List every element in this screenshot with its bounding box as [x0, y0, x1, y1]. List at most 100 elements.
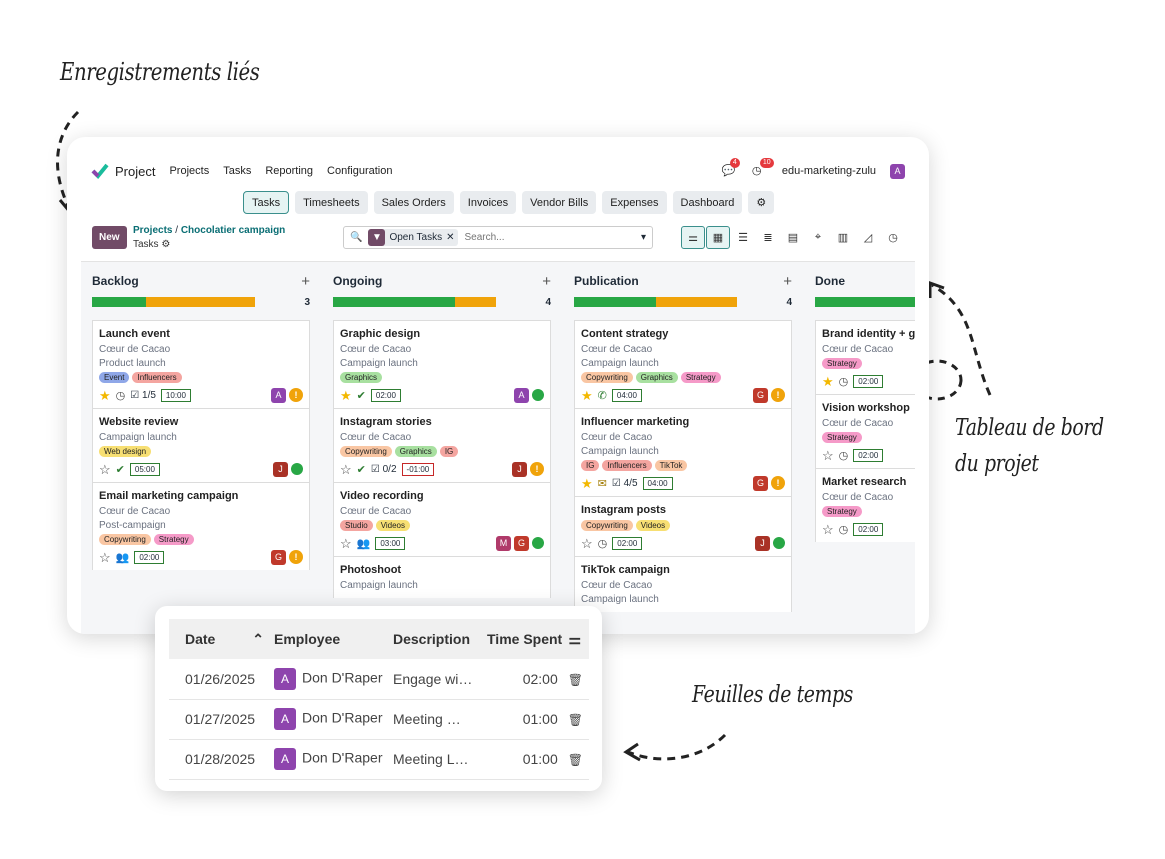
status-done-icon[interactable]: [291, 463, 303, 475]
mail-icon[interactable]: ✉: [597, 477, 607, 490]
clock-icon[interactable]: ◷: [838, 375, 849, 388]
task-card[interactable]: Brand identity + g Cœur de Cacao Strategy ★…: [815, 320, 915, 394]
task-card[interactable]: Influencer marketing Cœur de Cacao Campaig…: [574, 408, 792, 496]
assignee-avatar[interactable]: J: [755, 535, 770, 551]
status-warning-icon[interactable]: !: [289, 388, 303, 402]
task-card[interactable]: Graphic design Cœur de Cacao Campaign laun…: [333, 320, 551, 408]
view-graph-button[interactable]: ◿: [863, 232, 873, 244]
user-avatar[interactable]: A: [890, 163, 905, 179]
progress-bar[interactable]: [92, 297, 255, 307]
task-card[interactable]: Vision workshop Cœur de Cacao Strategy ☆ ◷ 02…: [815, 394, 915, 468]
col-date[interactable]: Date ⌃: [169, 619, 272, 659]
task-card[interactable]: Email marketing campaign Cœur de Cacao Pos…: [92, 482, 310, 570]
star-icon[interactable]: ★: [99, 387, 111, 403]
chevron-down-icon[interactable]: ▾: [640, 232, 646, 243]
menu-reporting[interactable]: Reporting: [265, 165, 314, 177]
task-card[interactable]: Instagram posts Copywriting Videos ☆ ◷ 02:00 J: [574, 496, 792, 556]
task-card[interactable]: TikTok campaign Cœur de Cacao Campaign lau…: [574, 556, 792, 612]
col-time-spent[interactable]: Time Spent ⚌: [483, 619, 589, 659]
star-icon[interactable]: ☆: [822, 447, 834, 463]
filter-facet[interactable]: ▼ Open Tasks ✕: [368, 229, 459, 246]
assignee-avatar[interactable]: J: [273, 461, 288, 477]
star-icon[interactable]: ★: [340, 387, 352, 403]
status-done-icon[interactable]: [773, 537, 785, 549]
status-warning-icon[interactable]: !: [771, 476, 785, 490]
close-icon[interactable]: ✕: [446, 232, 455, 243]
view-activity-button[interactable]: ◷: [888, 232, 898, 244]
company-switcher[interactable]: edu-marketing-zulu: [781, 165, 876, 177]
assignee-avatar[interactable]: A: [514, 387, 529, 403]
task-card[interactable]: Market research Cœur de Cacao Strategy ☆ ◷ 02…: [815, 468, 915, 542]
group-icon[interactable]: 👥: [356, 537, 371, 550]
view-map-button[interactable]: ⌖: [814, 231, 822, 243]
tab-expenses[interactable]: Expenses: [602, 191, 667, 214]
activity-button[interactable]: ◷ 10: [752, 158, 774, 178]
status-warning-icon[interactable]: !: [771, 388, 785, 402]
tab-settings[interactable]: ⚙: [748, 191, 775, 214]
gear-icon[interactable]: ⚙: [161, 239, 171, 250]
assignee-avatar[interactable]: M: [496, 535, 511, 551]
search-input[interactable]: [464, 232, 635, 243]
col-employee[interactable]: Employee: [272, 619, 389, 659]
menu-configuration[interactable]: Configuration: [327, 165, 393, 177]
view-pivot-button[interactable]: ▥: [837, 232, 849, 244]
progress-bar[interactable]: [815, 297, 915, 307]
assignee-avatar[interactable]: J: [512, 461, 527, 477]
task-card[interactable]: Website review Campaign launch Web design ☆…: [92, 408, 310, 482]
tab-invoices[interactable]: Invoices: [459, 191, 517, 214]
group-icon[interactable]: 👥: [115, 551, 130, 564]
star-icon[interactable]: ☆: [340, 461, 352, 477]
col-description[interactable]: Description: [389, 619, 483, 659]
employee-avatar[interactable]: A: [274, 748, 296, 770]
trash-icon[interactable]: 🗑: [567, 713, 583, 727]
status-warning-icon[interactable]: !: [530, 462, 544, 476]
chat-button[interactable]: 💬 4: [722, 158, 740, 178]
check-icon[interactable]: ✔: [115, 463, 125, 476]
view-kanban-button[interactable]: ▦: [706, 226, 730, 249]
view-filters-button[interactable]: ⚌: [681, 226, 705, 249]
clock-icon[interactable]: ◷: [597, 537, 608, 550]
progress-bar[interactable]: [574, 297, 737, 307]
star-icon[interactable]: ☆: [99, 461, 111, 477]
status-done-icon[interactable]: [532, 537, 544, 549]
star-icon[interactable]: ★: [822, 373, 834, 389]
clock-icon[interactable]: ◷: [838, 523, 849, 536]
star-icon[interactable]: ☆: [99, 549, 111, 565]
table-row[interactable]: 01/26/2025 A Don D'Raper Engage wi… 02:00 🗑: [169, 659, 589, 700]
add-task-button[interactable]: +: [542, 272, 551, 290]
star-icon[interactable]: ☆: [340, 535, 352, 551]
star-icon[interactable]: ★: [581, 387, 593, 403]
new-button[interactable]: New: [92, 226, 127, 249]
table-row[interactable]: 01/28/2025 A Don D'Raper Meeting L… 01:00 🗑: [169, 739, 589, 780]
view-gantt-button[interactable]: ≣: [763, 232, 773, 244]
app-logo[interactable]: Project: [91, 163, 155, 179]
status-warning-icon[interactable]: !: [289, 550, 303, 564]
add-task-button[interactable]: +: [783, 272, 792, 290]
clock-icon[interactable]: ◷: [838, 449, 849, 462]
trash-icon[interactable]: 🗑: [567, 753, 583, 767]
breadcrumb-campaign[interactable]: Chocolatier campaign: [180, 225, 286, 236]
star-icon[interactable]: ☆: [822, 521, 834, 537]
employee-avatar[interactable]: A: [274, 708, 296, 730]
view-list-button[interactable]: ☰: [738, 232, 748, 244]
table-row[interactable]: 01/27/2025 A Don D'Raper Meeting … 01:00 🗑: [169, 699, 589, 740]
assignee-avatar[interactable]: A: [271, 387, 286, 403]
assignee-avatar[interactable]: G: [514, 535, 529, 551]
task-card[interactable]: Content strategy Cœur de Cacao Campaign la…: [574, 320, 792, 408]
phone-icon[interactable]: ✆: [597, 389, 607, 402]
task-card[interactable]: Video recording Cœur de Cacao Studio Videos…: [333, 482, 551, 556]
assignee-avatar[interactable]: G: [753, 387, 768, 403]
assignee-avatar[interactable]: G: [271, 549, 286, 565]
star-icon[interactable]: ★: [581, 475, 593, 491]
tab-vendor-bills[interactable]: Vendor Bills: [522, 191, 597, 214]
task-card[interactable]: Launch event Cœur de Cacao Product launch E…: [92, 320, 310, 408]
employee-avatar[interactable]: A: [274, 667, 296, 690]
menu-projects[interactable]: Projects: [169, 165, 210, 177]
check-icon[interactable]: ✔: [356, 463, 366, 476]
clock-icon[interactable]: ◷: [115, 389, 126, 402]
check-icon[interactable]: ✔: [356, 389, 366, 402]
tab-tasks[interactable]: Tasks: [243, 191, 290, 214]
status-done-icon[interactable]: [532, 389, 544, 401]
star-icon[interactable]: ☆: [581, 535, 593, 551]
task-card[interactable]: Instagram stories Cœur de Cacao Copywritin…: [333, 408, 551, 482]
